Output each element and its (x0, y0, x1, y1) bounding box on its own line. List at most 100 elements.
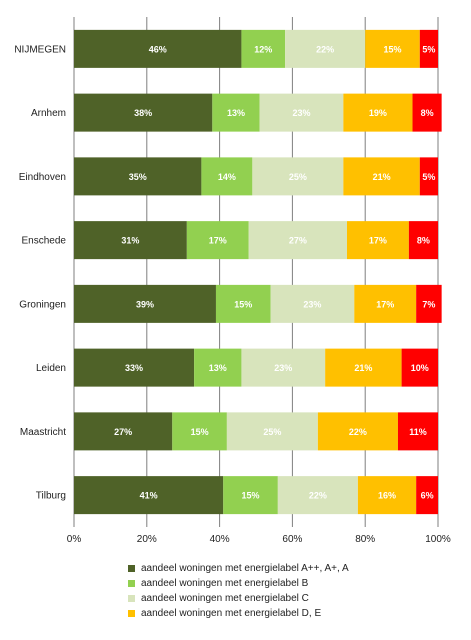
data-label: 8% (417, 236, 430, 246)
data-label: 21% (373, 172, 391, 182)
data-label: 27% (114, 427, 132, 437)
bar-segment (223, 476, 278, 515)
category-label: Arnhem (31, 108, 66, 119)
bar-segment (74, 348, 195, 387)
data-label: 22% (349, 427, 367, 437)
category-label: Tilburg (36, 491, 66, 502)
bar-segment (325, 348, 402, 387)
data-label: 19% (369, 108, 387, 118)
bar-segment (343, 157, 420, 196)
data-label: 7% (422, 299, 435, 309)
data-label: 25% (263, 427, 281, 437)
bar-segment (408, 221, 438, 260)
bar-segment (354, 284, 417, 323)
legend-swatch (128, 595, 135, 602)
x-tick-label: 100% (425, 534, 451, 545)
data-label: 27% (289, 236, 307, 246)
bar-segment (259, 93, 344, 132)
bar-segment (277, 476, 358, 515)
bar-segment (74, 412, 173, 451)
data-label: 31% (121, 236, 139, 246)
bar-segment (270, 284, 355, 323)
data-label: 5% (422, 172, 435, 182)
bar-segment (401, 348, 438, 387)
x-tick-label: 80% (355, 534, 375, 545)
bar-segment (419, 157, 438, 196)
bar-segment (241, 348, 326, 387)
bar-segment (412, 93, 442, 132)
data-label: 11% (409, 427, 427, 437)
bar-segment (215, 284, 271, 323)
legend-swatch (128, 580, 135, 587)
data-label: 41% (140, 491, 158, 501)
category-label: Leiden (36, 363, 66, 374)
bar-segment (201, 157, 253, 196)
bar-segment (74, 157, 202, 196)
data-label: 12% (254, 44, 272, 54)
bar-segment (74, 284, 216, 323)
bar-segment (172, 412, 227, 451)
bar-segment (365, 29, 420, 68)
data-label: 15% (191, 427, 209, 437)
data-label: 8% (421, 108, 434, 118)
data-label: 23% (303, 299, 321, 309)
legend: aandeel woningen met energielabel A++, A… (128, 561, 448, 621)
category-label: NIJMEGEN (14, 44, 66, 55)
legend-label: aandeel woningen met energielabel B (141, 578, 309, 589)
bar-segment (416, 284, 442, 323)
data-label: 33% (125, 363, 143, 373)
data-label: 6% (421, 491, 434, 501)
x-tick-label: 60% (282, 534, 302, 545)
bar-segment (347, 221, 409, 260)
bar-segment (74, 221, 187, 260)
data-label: 25% (289, 172, 307, 182)
bar-segment (416, 476, 438, 515)
data-label: 17% (376, 299, 394, 309)
data-label: 22% (316, 44, 334, 54)
legend-swatch (128, 610, 135, 617)
x-tick-label: 40% (210, 534, 230, 545)
data-label: 16% (378, 491, 396, 501)
legend-item: aandeel woningen met energielabel C (128, 591, 448, 606)
data-label: 23% (292, 108, 310, 118)
bar-segment (226, 412, 318, 451)
legend-swatch (128, 565, 135, 572)
category-label: Eindhoven (19, 172, 66, 183)
bar-segment (74, 29, 242, 68)
data-label: 17% (209, 236, 227, 246)
bar-segment (317, 412, 398, 451)
data-label: 10% (411, 363, 429, 373)
data-label: 38% (134, 108, 152, 118)
bar-segment (419, 29, 438, 68)
legend-label: aandeel woningen met energielabel A++, A… (141, 563, 349, 574)
bar-segment (248, 221, 347, 260)
legend-label: aandeel woningen met energielabel D, E (141, 608, 322, 619)
data-label: 23% (274, 363, 292, 373)
data-label: 13% (209, 363, 227, 373)
bar-segment (74, 476, 224, 515)
data-label: 14% (218, 172, 236, 182)
bar-segment (252, 157, 344, 196)
bar-segment (212, 93, 260, 132)
data-label: 21% (354, 363, 372, 373)
bar-segment (186, 221, 249, 260)
bar-segment (194, 348, 242, 387)
data-label: 17% (369, 236, 387, 246)
legend-item: aandeel woningen met energielabel B (128, 576, 448, 591)
bar-segment (241, 29, 286, 68)
category-label: Maastricht (20, 427, 66, 438)
bar-segment (397, 412, 438, 451)
data-label: 46% (149, 44, 167, 54)
data-label: 22% (309, 491, 327, 501)
category-label: Enschede (22, 236, 67, 247)
x-tick-label: 0% (67, 534, 82, 545)
data-label: 15% (383, 44, 401, 54)
legend-label: aandeel woningen met energielabel C (141, 593, 309, 604)
bar-segment (285, 29, 366, 68)
data-label: 15% (242, 491, 260, 501)
bar-segment (74, 93, 213, 132)
data-label: 13% (227, 108, 245, 118)
data-label: 5% (422, 44, 435, 54)
